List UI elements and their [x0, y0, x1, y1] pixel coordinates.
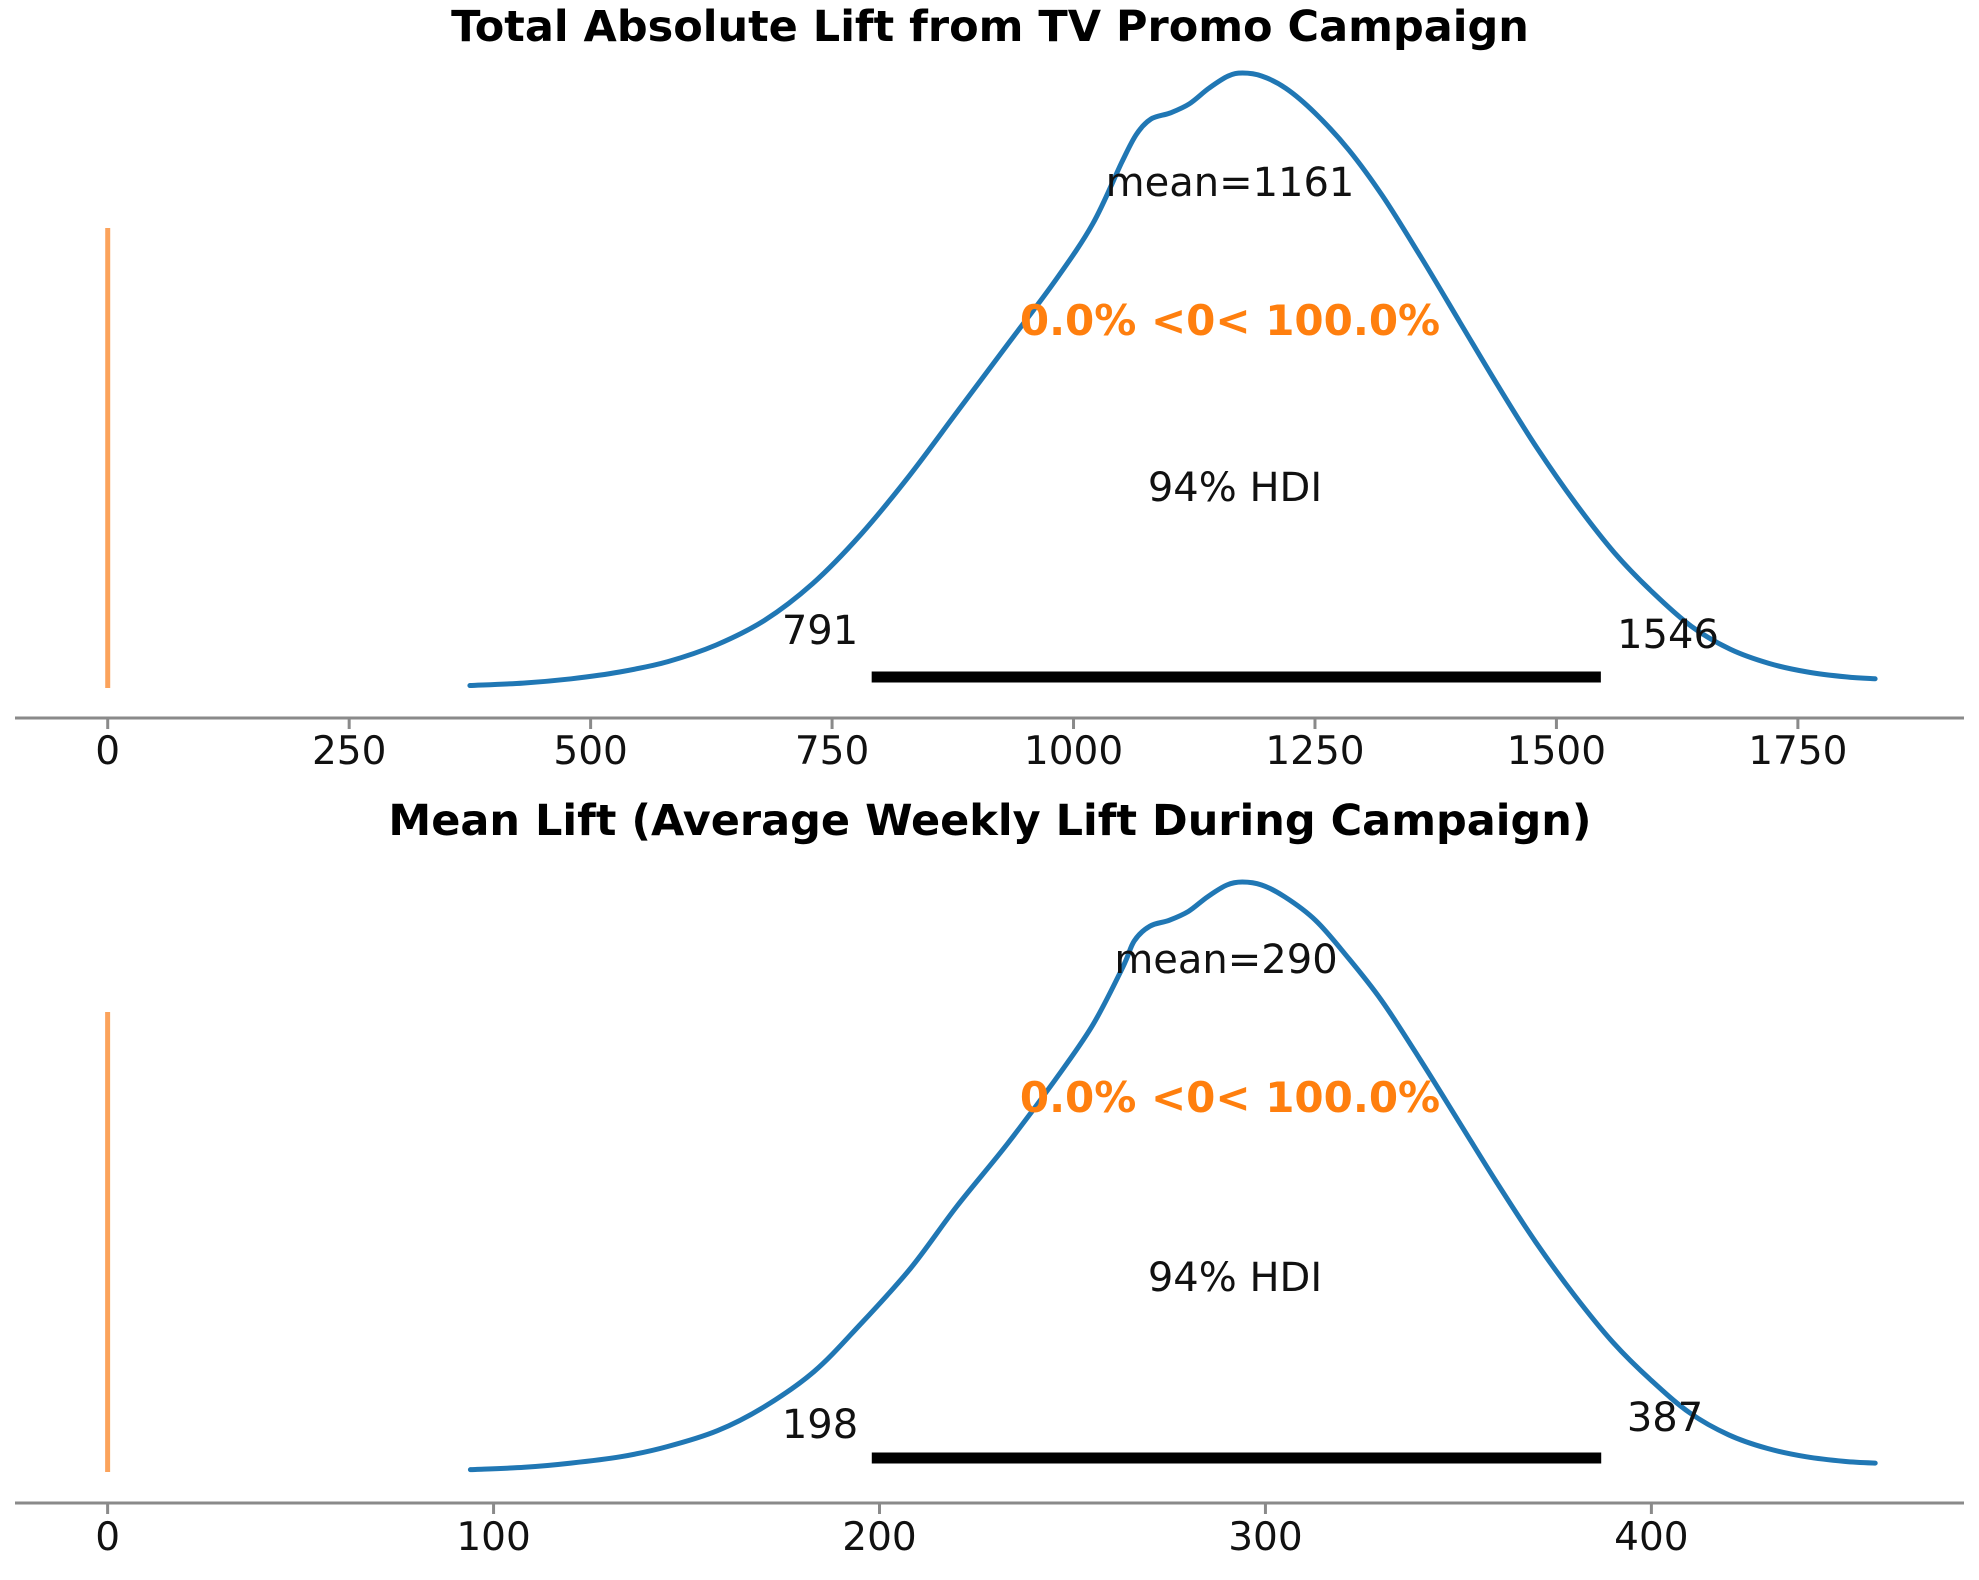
- x-tick-label: 500: [553, 729, 627, 774]
- x-tick-label: 1750: [1748, 729, 1847, 774]
- kde-density-curve: [467, 70, 1878, 689]
- x-tick-label: 300: [1228, 1515, 1302, 1560]
- hdi-title-label: 94% HDI: [1147, 1255, 1323, 1301]
- hdi-title-label: 94% HDI: [1147, 465, 1323, 511]
- hdi-upper-label: 387: [1626, 1395, 1704, 1441]
- hdi-lower-label: 198: [781, 1402, 859, 1448]
- hdi-lower-label: 791: [781, 608, 859, 654]
- total-lift-posterior-svg: 0 250 500 750 1000 1250 1500 1750: [15, 70, 1964, 774]
- x-tick-label: 1000: [1024, 729, 1123, 774]
- x-tick-label: 250: [312, 729, 386, 774]
- x-tick-label: 200: [842, 1515, 916, 1560]
- kde-density-curve: [467, 879, 1878, 1473]
- plot-title-total-lift: Total Absolute Lift from TV Promo Campai…: [451, 2, 1529, 52]
- hdi-upper-label: 1546: [1617, 612, 1719, 658]
- mean-label: mean=1161: [1105, 160, 1355, 206]
- plot-title-mean-lift: Mean Lift (Average Weekly Lift During Ca…: [388, 796, 1592, 846]
- x-tick-label: 0: [95, 729, 120, 774]
- ref-probability-label: 0.0% <0< 100.0%: [1019, 296, 1441, 345]
- x-tick-label: 0: [95, 1515, 120, 1560]
- x-tick-label: 750: [795, 729, 869, 774]
- x-tick-label: 100: [456, 1515, 530, 1560]
- x-tick-label: 1250: [1265, 729, 1364, 774]
- ref-probability-label: 0.0% <0< 100.0%: [1019, 1073, 1441, 1122]
- x-tick-label: 400: [1614, 1515, 1688, 1560]
- mean-lift-posterior-svg: 0 100 200 300 400: [15, 879, 1964, 1560]
- mean-label: mean=290: [1114, 937, 1338, 983]
- x-tick-label: 1500: [1507, 729, 1606, 774]
